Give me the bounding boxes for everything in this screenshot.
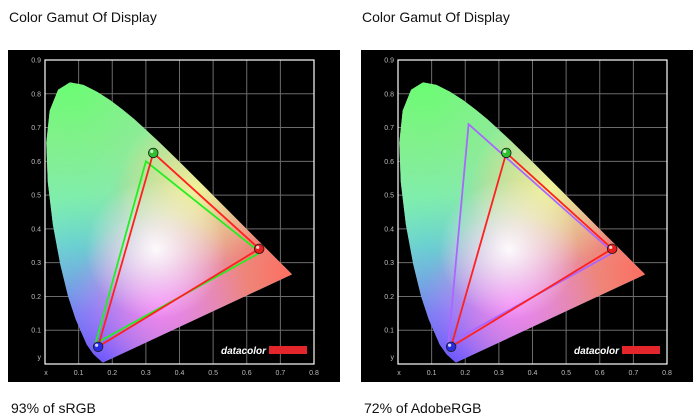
- y-tick-label: 0.7: [31, 125, 41, 132]
- y-tick-label: 0.9: [31, 58, 41, 65]
- y-axis-label: y: [391, 355, 395, 362]
- x-tick-label: 0.6: [595, 370, 605, 377]
- y-axis-label: y: [38, 355, 42, 362]
- x-tick-label: 0.8: [662, 370, 672, 377]
- y-tick-label: 0.5: [31, 193, 41, 200]
- datacolor-logo-text: datacolor: [221, 346, 267, 357]
- x-tick-label: 0.5: [208, 370, 218, 377]
- y-tick-label: 0.3: [384, 260, 394, 267]
- datacolor-logo-bar: [269, 346, 307, 354]
- marker-highlight: [256, 245, 260, 249]
- x-tick-label: 0.8: [309, 370, 319, 377]
- y-tick-label: 0.2: [31, 294, 41, 301]
- datacolor-logo: datacolor: [574, 346, 660, 357]
- x-tick-label: 0.1: [427, 370, 437, 377]
- green-primary-marker: [148, 147, 159, 159]
- marker-highlight: [448, 343, 452, 347]
- cie-chart-svg: 0.1 0.2 0.3 0.4 0.5 0.6 0.7 0.8 0.1 0.2 0.3 0.4 0.5 0…: [384, 58, 672, 378]
- x-tick-label: 0.4: [528, 370, 538, 377]
- tick-labels: 0.1 0.2 0.3 0.4 0.5 0.6 0.7 0.8 0.1 0.2 0.3 0.4 0.5 0…: [384, 58, 672, 378]
- gamut-panel-srgb: Color Gamut Of Display 0.1 0.2 0.3 0.4 0.5 0.…: [0, 0, 340, 419]
- blue-primary-marker: [92, 341, 104, 352]
- tick-labels: 0.1 0.2 0.3 0.4 0.5 0.6 0.7 0.8 0.1 0.2 0.3 0.4 0.5 0…: [31, 58, 319, 378]
- cie-chart-svg: 0.1 0.2 0.3 0.4 0.5 0.6 0.7 0.8 0.1 0.2 0.3 0.4 0.5 0…: [31, 58, 319, 378]
- measured-gamut-triangle: [96, 151, 261, 349]
- x-axis-label: x: [44, 370, 48, 377]
- marker-highlight: [503, 149, 507, 153]
- y-tick-label: 0.8: [31, 91, 41, 98]
- datacolor-logo-bar: [622, 346, 660, 354]
- y-tick-label: 0.1: [31, 328, 41, 335]
- y-tick-label: 0.6: [31, 159, 41, 166]
- y-tick-label: 0.9: [384, 58, 394, 65]
- datacolor-logo: datacolor: [221, 346, 307, 357]
- spectral-locus-area: [399, 82, 645, 363]
- y-tick-label: 0.2: [384, 294, 394, 301]
- red-primary-marker: [606, 243, 618, 255]
- datacolor-logo-text: datacolor: [574, 346, 620, 357]
- blue-primary-marker: [445, 341, 457, 352]
- cie-chart-adobergb: 0.1 0.2 0.3 0.4 0.5 0.6 0.7 0.8 0.1 0.2 0.3 0.4 0.5 0…: [361, 50, 693, 382]
- plot-frame: [44, 59, 315, 365]
- green-primary-marker: [501, 147, 512, 159]
- coverage-caption: 93% of sRGB: [11, 400, 96, 416]
- x-tick-label: 0.5: [561, 370, 571, 377]
- panel-title: Color Gamut Of Display: [362, 9, 510, 25]
- x-tick-label: 0.7: [276, 370, 286, 377]
- marker-highlight: [609, 245, 613, 249]
- x-tick-label: 0.2: [460, 370, 470, 377]
- y-tick-label: 0.1: [384, 328, 394, 335]
- x-tick-label: 0.2: [107, 370, 117, 377]
- cie-chart-srgb: 0.1 0.2 0.3 0.4 0.5 0.6 0.7 0.8 0.1 0.2 0.3 0.4 0.5 0…: [8, 50, 340, 382]
- red-primary-marker: [253, 243, 265, 255]
- x-tick-label: 0.3: [494, 370, 504, 377]
- plot-frame: [397, 59, 668, 365]
- marker-highlight: [150, 149, 154, 153]
- spectral-locus-area: [46, 82, 292, 363]
- panel-title: Color Gamut Of Display: [9, 9, 157, 25]
- x-tick-label: 0.3: [141, 370, 151, 377]
- x-tick-label: 0.6: [242, 370, 252, 377]
- x-tick-label: 0.7: [629, 370, 639, 377]
- marker-highlight: [95, 343, 99, 347]
- measured-gamut-triangle: [449, 151, 614, 349]
- y-tick-label: 0.5: [384, 193, 394, 200]
- y-tick-label: 0.4: [31, 226, 41, 233]
- gamut-panel-adobergb: Color Gamut Of Display 0.1 0.2 0.3 0.4 0.5 0.…: [353, 0, 693, 419]
- y-tick-label: 0.6: [384, 159, 394, 166]
- coverage-caption: 72% of AdobeRGB: [364, 400, 482, 416]
- x-tick-label: 0.1: [74, 370, 84, 377]
- y-tick-label: 0.8: [384, 91, 394, 98]
- x-axis-label: x: [397, 370, 401, 377]
- y-tick-label: 0.7: [384, 125, 394, 132]
- y-tick-label: 0.4: [384, 226, 394, 233]
- y-tick-label: 0.3: [31, 260, 41, 267]
- x-tick-label: 0.4: [175, 370, 185, 377]
